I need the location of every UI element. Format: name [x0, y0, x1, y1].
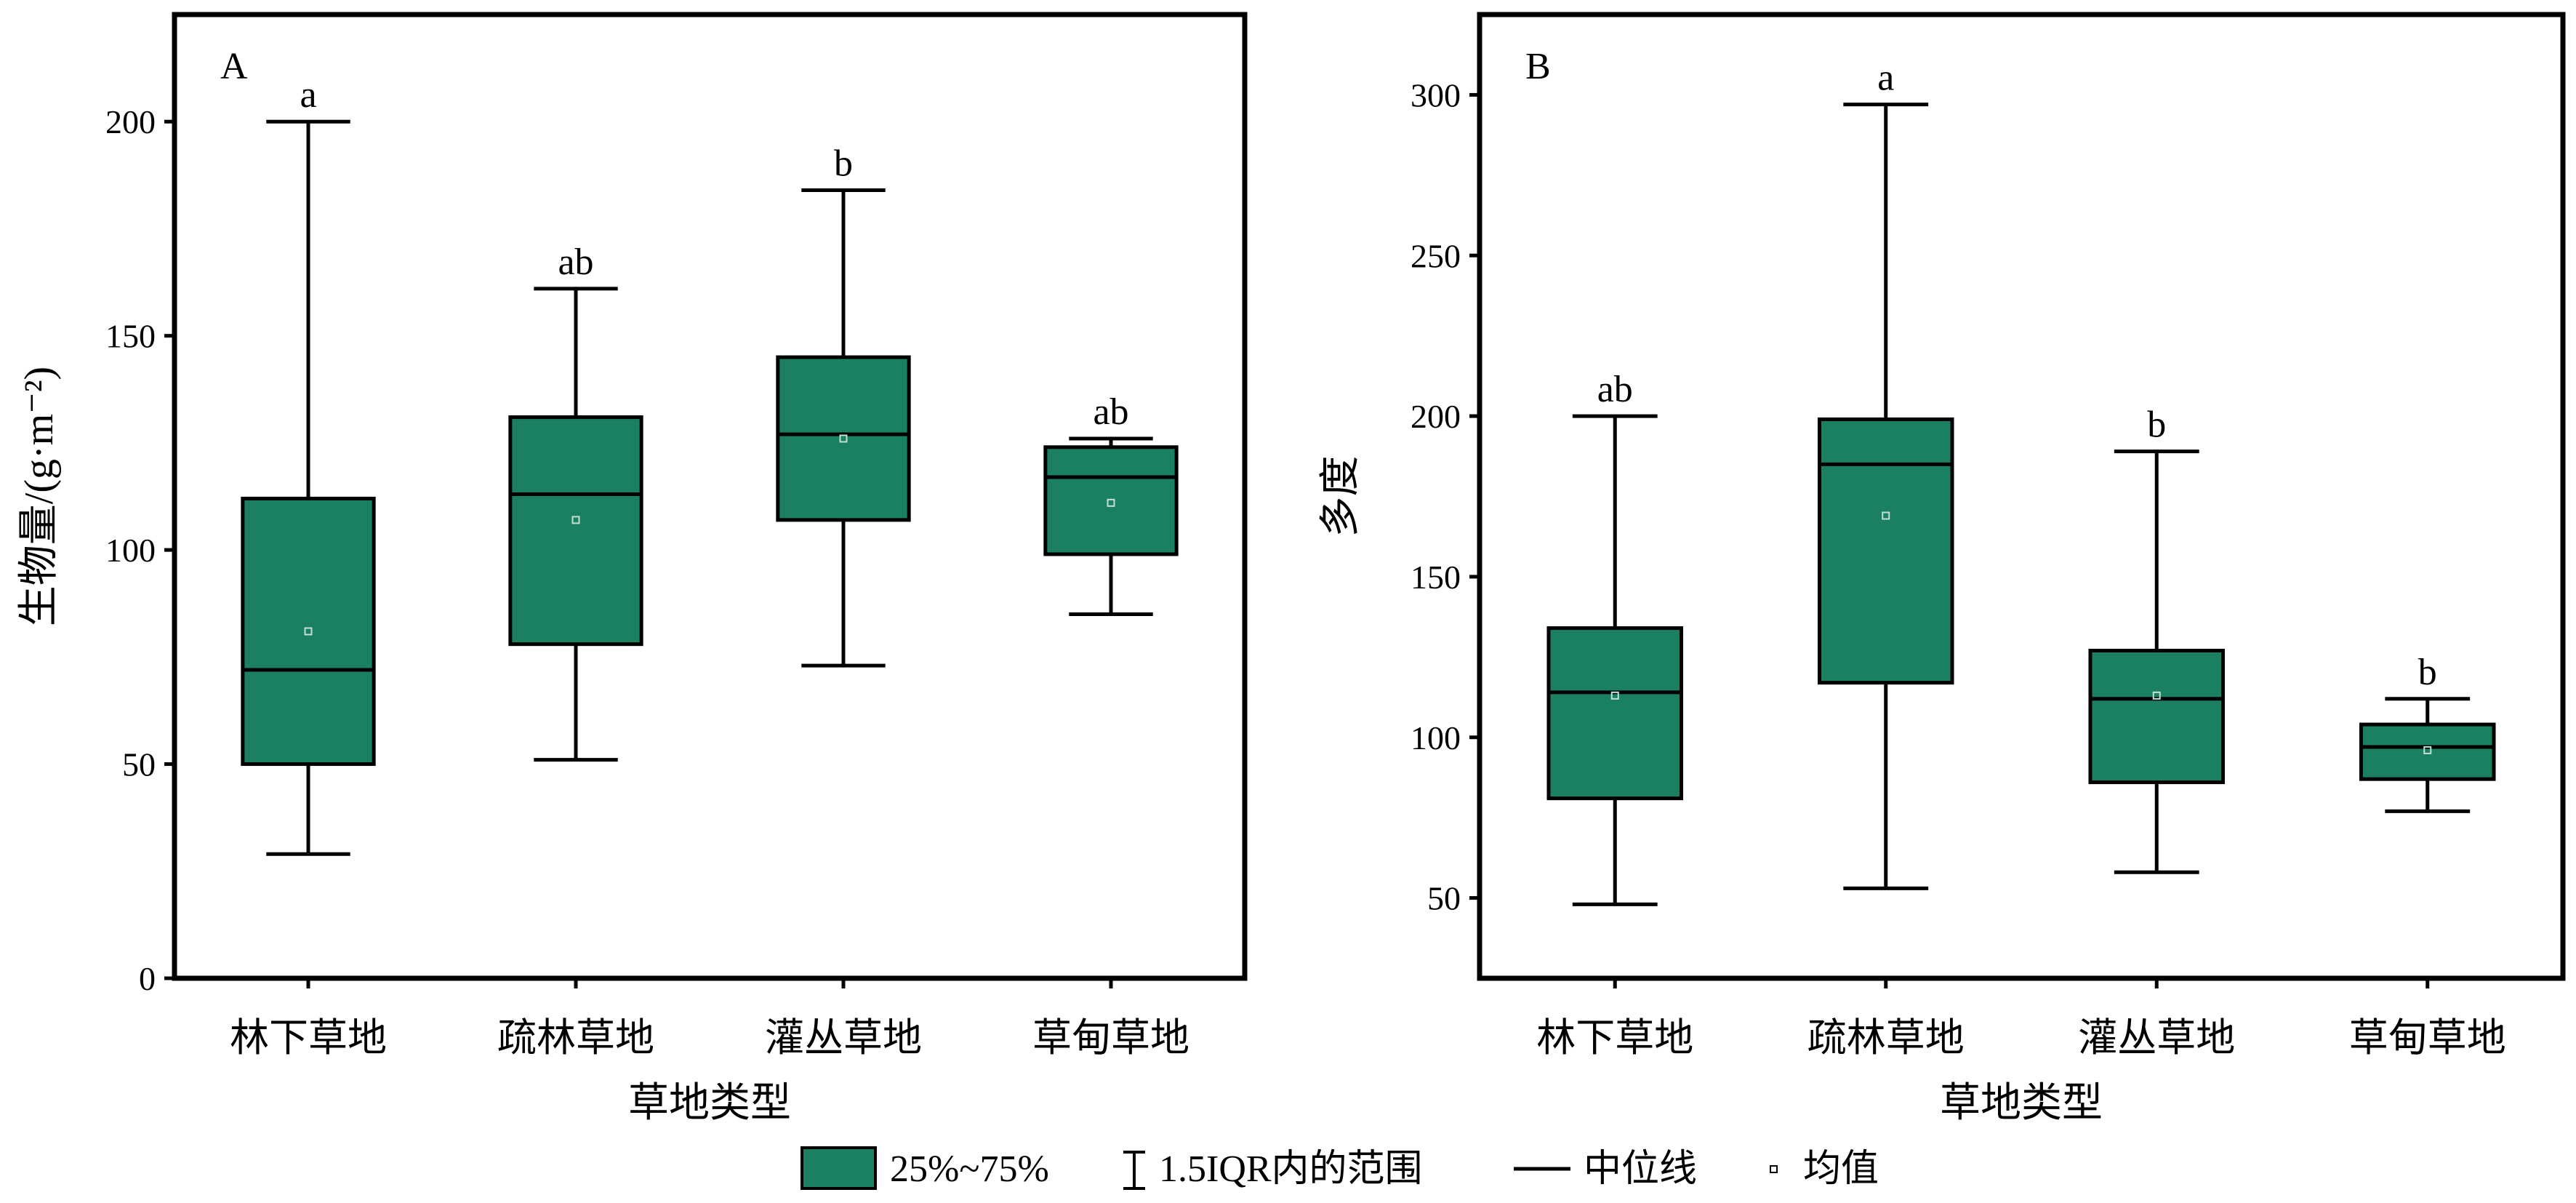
legend: 25%~75% 1.5IQR内的范围 中位线 均值	[801, 1146, 1879, 1190]
legend-median-label: 中位线	[1584, 1148, 1697, 1190]
mean-marker	[2423, 746, 2432, 754]
significance-label: a	[1877, 57, 1894, 99]
x-category-label: 灌丛草地	[2078, 1016, 2235, 1060]
plot-frame	[1477, 12, 2566, 981]
legend-mean-icon	[1770, 1165, 1778, 1173]
panel-b-abundance: 50 100 150 200 250 300 多度 B 草地类型 林下草地 ab 疏林草地 a 灌丛草地 b…	[1318, 12, 2566, 1126]
y-tick-label: 50	[1427, 880, 1461, 917]
significance-label: b	[834, 143, 853, 184]
mean-marker	[304, 627, 313, 636]
y-tick-label: 100	[1411, 719, 1461, 756]
mean-marker	[571, 516, 580, 524]
y-tick-label: 150	[1411, 559, 1461, 596]
box-3: ab	[1043, 391, 1179, 616]
y-tick-label: 200	[1411, 398, 1461, 435]
x-axis-title: 草地类型	[1940, 1081, 2103, 1126]
box-1: ab	[508, 241, 643, 762]
panel-label: B	[1525, 46, 1551, 87]
legend-box-label: 25%~75%	[890, 1148, 1049, 1190]
legend-mean-label: 均值	[1803, 1148, 1879, 1190]
iqr-box	[241, 496, 376, 767]
iqr-box	[2359, 722, 2496, 781]
mean-marker	[2152, 691, 2161, 700]
y-tick-label: 300	[1411, 76, 1461, 113]
y-tick-label: 250	[1411, 237, 1461, 274]
significance-label: ab	[558, 241, 593, 283]
iqr-box	[1043, 445, 1179, 556]
box-2: b	[776, 143, 911, 668]
x-category-label: 林下草地	[1536, 1016, 1693, 1060]
box-2: b	[2088, 404, 2226, 874]
x-category-label: 灌丛草地	[765, 1016, 922, 1060]
y-tick-label: 150	[105, 318, 156, 355]
x-category-label: 疏林草地	[497, 1016, 654, 1060]
y-tick-label: 200	[105, 103, 156, 140]
significance-label: ab	[1597, 369, 1633, 410]
box-1: a	[1817, 57, 1954, 890]
x-category-label: 草甸草地	[2349, 1016, 2506, 1060]
plot-frame	[172, 12, 1248, 981]
x-axis-title: 草地类型	[628, 1081, 791, 1126]
iqr-box	[1546, 626, 1684, 801]
iqr-box	[1817, 417, 1954, 685]
iqr-box	[776, 355, 911, 522]
panel-a-biomass: 0 50 100 150 200 生物量/(g·m⁻²) A 草地类型 林下草地 a 疏林草地 ab 灌…	[17, 12, 1248, 1126]
significance-label: b	[2147, 404, 2166, 446]
significance-label: b	[2418, 652, 2437, 693]
x-category-label: 疏林草地	[1807, 1016, 1965, 1060]
legend-box-swatch	[801, 1146, 877, 1190]
box-3: b	[2359, 652, 2496, 813]
x-category-label: 林下草地	[230, 1016, 387, 1060]
legend-whisker-label: 1.5IQR内的范围	[1159, 1148, 1423, 1190]
y-axis-title: 多度	[1318, 456, 1363, 537]
box-0: ab	[1546, 369, 1684, 906]
box-0: a	[241, 74, 376, 856]
y-tick-label: 0	[139, 960, 156, 997]
iqr-box	[2088, 649, 2226, 785]
panel-label: A	[220, 46, 248, 87]
x-category-label: 草甸草地	[1032, 1016, 1189, 1060]
y-axis-title: 生物量/(g·m⁻²)	[17, 367, 62, 626]
y-tick-label: 50	[122, 746, 156, 783]
significance-label: ab	[1093, 391, 1128, 433]
iqr-box	[508, 415, 643, 647]
significance-label: a	[300, 74, 316, 116]
y-tick-label: 100	[105, 532, 156, 569]
mean-marker	[1610, 691, 1619, 700]
mean-marker	[1107, 498, 1115, 507]
mean-marker	[839, 434, 848, 443]
mean-marker	[1882, 511, 1890, 520]
legend-whisker-icon	[1123, 1151, 1145, 1190]
